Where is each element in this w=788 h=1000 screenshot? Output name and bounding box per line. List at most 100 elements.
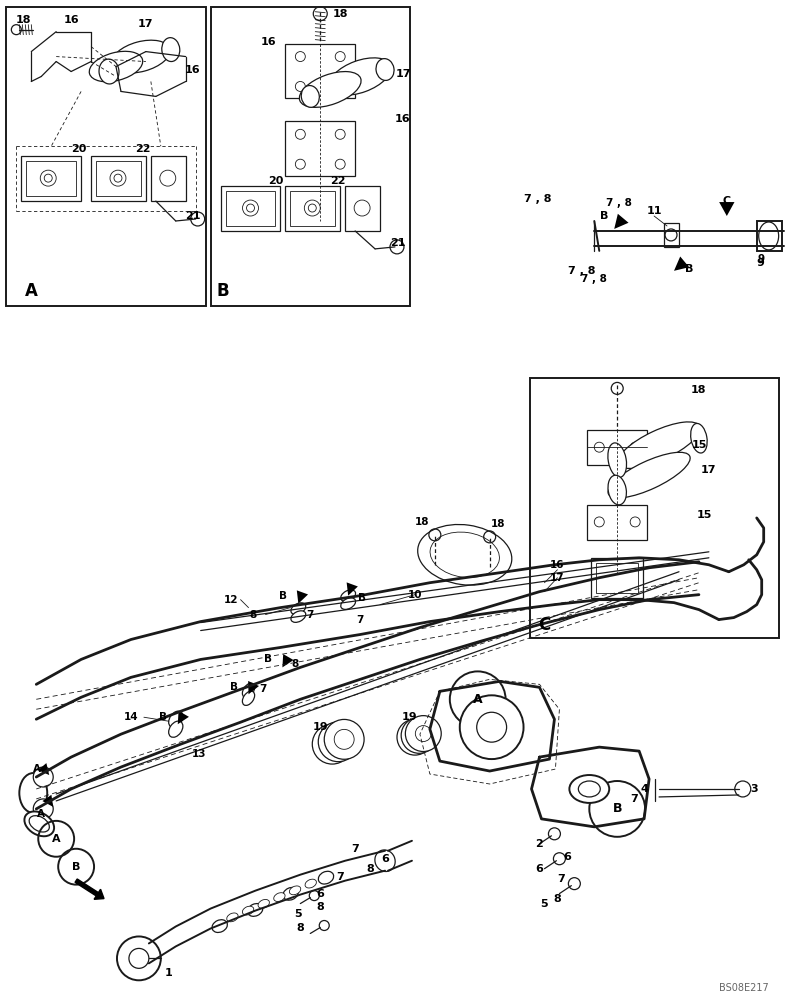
Text: 10: 10 [407, 590, 422, 600]
Bar [345, 186, 380, 231]
Text: 20: 20 [268, 176, 283, 186]
Text: B: B [600, 211, 608, 221]
Circle shape [397, 719, 433, 755]
Text: 7 , 8: 7 , 8 [582, 274, 608, 284]
Circle shape [334, 729, 354, 749]
Circle shape [329, 732, 348, 752]
Text: 8: 8 [366, 864, 374, 874]
Bar [151, 156, 186, 201]
Bar [587, 430, 647, 465]
Bar [285, 44, 355, 98]
Ellipse shape [258, 899, 269, 908]
Ellipse shape [299, 72, 361, 107]
Ellipse shape [301, 86, 319, 107]
Text: C: C [538, 616, 551, 634]
Ellipse shape [29, 816, 50, 832]
Polygon shape [38, 763, 49, 775]
Polygon shape [674, 257, 690, 271]
Circle shape [411, 727, 427, 743]
Ellipse shape [376, 59, 394, 80]
Ellipse shape [99, 59, 119, 84]
Circle shape [129, 948, 149, 968]
Ellipse shape [273, 893, 285, 902]
Ellipse shape [112, 40, 170, 73]
Text: 7: 7 [630, 794, 638, 804]
Ellipse shape [24, 811, 54, 836]
Ellipse shape [329, 58, 391, 95]
Text: 7 , 8: 7 , 8 [567, 266, 595, 276]
Circle shape [33, 767, 54, 787]
Text: B: B [159, 712, 167, 722]
Bar [91, 156, 146, 201]
Text: 3: 3 [750, 784, 757, 794]
Text: A: A [33, 764, 41, 774]
Text: B: B [280, 591, 288, 601]
Circle shape [407, 729, 423, 745]
Bar [597, 563, 638, 593]
Ellipse shape [289, 886, 301, 895]
Text: 1: 1 [165, 968, 173, 978]
Bar [530, 378, 779, 638]
Circle shape [322, 734, 342, 754]
Text: B: B [685, 264, 693, 274]
Polygon shape [248, 681, 259, 694]
Ellipse shape [570, 775, 609, 803]
Polygon shape [347, 582, 358, 596]
Text: 8: 8 [296, 923, 304, 933]
Text: 15: 15 [691, 440, 707, 450]
Text: 16: 16 [261, 37, 277, 47]
Circle shape [459, 695, 523, 759]
Text: 22: 22 [330, 176, 346, 186]
Text: 22: 22 [135, 144, 151, 154]
Text: 19: 19 [402, 712, 418, 722]
Circle shape [415, 726, 431, 742]
Ellipse shape [430, 532, 500, 578]
Bar [96, 161, 141, 196]
Text: 18: 18 [414, 517, 429, 527]
Text: 15: 15 [697, 510, 712, 520]
Text: 7 , 8: 7 , 8 [606, 198, 632, 208]
Polygon shape [43, 795, 54, 807]
Text: 21: 21 [185, 211, 200, 221]
Ellipse shape [305, 879, 317, 888]
Ellipse shape [608, 475, 626, 505]
Bar [591, 558, 643, 598]
Text: 18: 18 [333, 9, 348, 19]
Ellipse shape [618, 422, 701, 468]
Ellipse shape [340, 590, 355, 601]
Text: 6: 6 [381, 854, 389, 864]
Ellipse shape [243, 691, 255, 705]
Circle shape [318, 722, 358, 762]
Circle shape [312, 724, 352, 764]
Text: 9: 9 [757, 254, 764, 264]
Circle shape [33, 799, 54, 819]
Bar [290, 191, 335, 226]
Bar [285, 186, 340, 231]
Ellipse shape [169, 721, 183, 737]
Text: 6: 6 [563, 852, 571, 862]
Ellipse shape [162, 38, 180, 62]
Ellipse shape [227, 913, 238, 922]
Text: 16: 16 [185, 65, 200, 75]
Polygon shape [282, 654, 294, 667]
Text: 8: 8 [292, 659, 299, 669]
Bar [664, 223, 679, 247]
Ellipse shape [759, 222, 779, 250]
Ellipse shape [212, 920, 228, 932]
Text: B: B [265, 654, 273, 664]
Ellipse shape [20, 773, 47, 813]
Ellipse shape [243, 683, 255, 697]
Text: 16: 16 [395, 114, 411, 124]
Text: 5: 5 [295, 909, 302, 919]
Text: 18: 18 [490, 519, 505, 529]
Ellipse shape [608, 443, 626, 477]
Text: A: A [37, 809, 45, 819]
Text: 20: 20 [72, 144, 87, 154]
Text: A: A [52, 834, 61, 844]
Bar [210, 7, 410, 306]
Ellipse shape [375, 850, 395, 872]
Circle shape [324, 719, 364, 759]
Ellipse shape [690, 423, 707, 453]
Text: 13: 13 [191, 749, 206, 759]
Text: 7: 7 [258, 684, 266, 694]
